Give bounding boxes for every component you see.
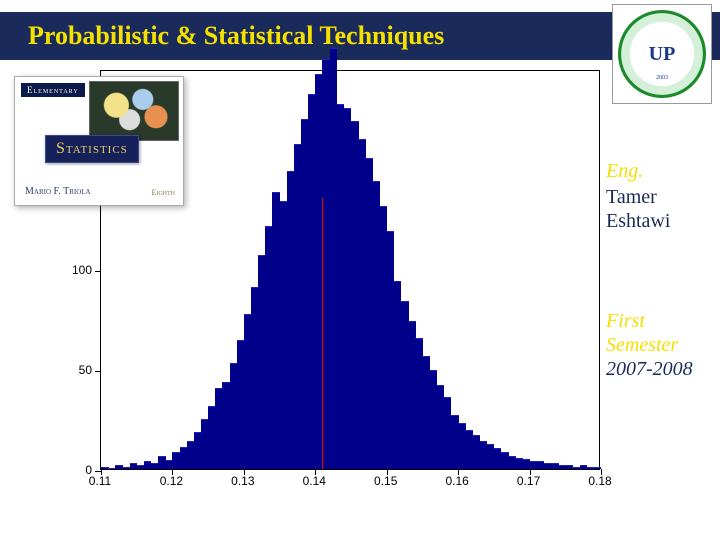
book-top-label: Elementary xyxy=(21,83,85,97)
university-logo: UP 2003 xyxy=(612,4,712,104)
instructor-prefix: Eng. xyxy=(606,160,706,183)
x-tick-label: 0.15 xyxy=(374,474,397,488)
y-tick xyxy=(95,371,101,372)
y-tick-label: 50 xyxy=(79,363,92,377)
y-tick xyxy=(95,271,101,272)
term-year: 2007-2008 xyxy=(606,358,706,381)
mean-line xyxy=(322,198,323,469)
term-line-1: First xyxy=(606,310,706,333)
book-author: Mario F. Triola xyxy=(25,186,91,197)
logo-abbrev: UP xyxy=(649,43,676,66)
logo-year: 2003 xyxy=(656,75,668,81)
x-tick-label: 0.11 xyxy=(89,474,111,488)
instructor-name-2: Eshtawi xyxy=(606,210,706,233)
x-tick-label: 0.17 xyxy=(517,474,540,488)
instructor-name-1: Tamer xyxy=(606,186,706,209)
term-line-2: Semester xyxy=(606,334,706,357)
book-edition: Eighth xyxy=(151,188,175,197)
x-tick-label: 0.18 xyxy=(588,474,611,488)
x-tick-label: 0.12 xyxy=(160,474,183,488)
y-tick-label: 100 xyxy=(72,263,92,277)
x-tick-label: 0.16 xyxy=(445,474,468,488)
x-tick-label: 0.13 xyxy=(231,474,254,488)
x-tick-label: 0.14 xyxy=(303,474,326,488)
page-title: Probabilistic & Statistical Techniques xyxy=(28,21,444,51)
logo-ring-icon: UP 2003 xyxy=(618,10,706,98)
book-center-label: Statistics xyxy=(45,135,139,163)
book-image-icon xyxy=(89,81,179,141)
textbook-cover: Elementary Statistics Mario F. Triola Ei… xyxy=(14,76,184,206)
